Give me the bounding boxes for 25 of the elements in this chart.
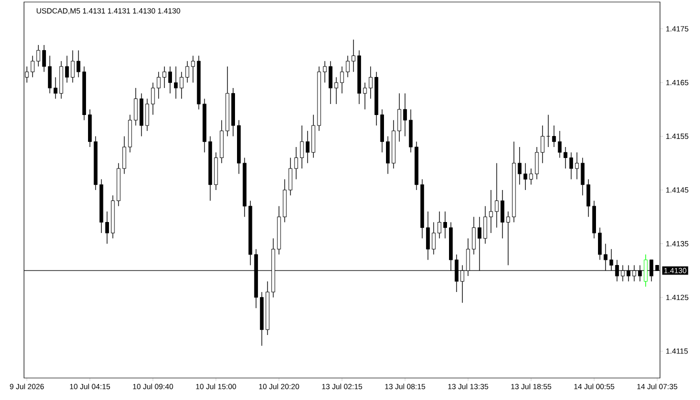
candlestick xyxy=(191,55,195,83)
candlestick xyxy=(352,39,356,72)
candlestick xyxy=(552,125,556,148)
candlestick xyxy=(426,211,430,260)
candlestick xyxy=(328,60,332,104)
candlestick xyxy=(414,141,418,190)
candlestick xyxy=(340,66,344,94)
candlestick xyxy=(397,92,402,142)
candlestick xyxy=(128,114,132,153)
candlestick xyxy=(76,50,80,78)
candlestick xyxy=(54,76,58,100)
candlestick xyxy=(564,146,568,169)
candlestick xyxy=(489,190,493,234)
candlestick xyxy=(277,206,281,255)
candlestick xyxy=(294,146,298,180)
candlestick xyxy=(288,157,292,196)
candlestick xyxy=(540,125,544,164)
candlestick xyxy=(202,98,206,153)
candlestick xyxy=(65,55,69,83)
candlestick xyxy=(266,280,270,336)
candlestick xyxy=(403,92,407,137)
candlestick xyxy=(494,162,499,228)
candlestick xyxy=(214,152,218,190)
candlestick xyxy=(140,92,144,137)
candlestick xyxy=(116,162,120,206)
